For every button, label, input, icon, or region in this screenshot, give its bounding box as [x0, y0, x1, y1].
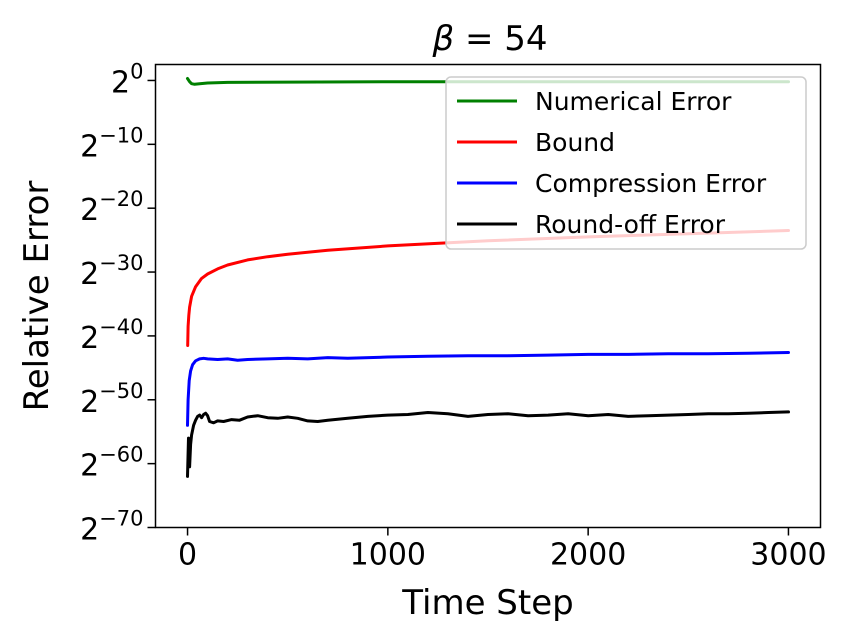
series-line-3: [186, 410, 790, 478]
y-axis: 20 2−10 2−20 2−30 2−40 2−50 2−60 2−70: [80, 59, 156, 548]
chart-title: β = 54: [431, 19, 547, 59]
y-tick-label: 20: [111, 59, 143, 100]
legend-label-1: Bound: [535, 128, 615, 157]
y-tick-label: 2−30: [80, 251, 143, 292]
y-tick-label: 2−10: [80, 123, 143, 164]
x-axis: 0 1000 2000 3000: [178, 527, 827, 573]
y-axis-label: Relative Error: [17, 181, 57, 412]
x-axis-label: Time Step: [401, 583, 573, 623]
legend-label-2: Compression Error: [535, 169, 767, 198]
x-tick-label: 3000: [750, 538, 826, 573]
x-tick-label: 1000: [350, 538, 426, 573]
legend-label-3: Round-off Error: [535, 210, 726, 239]
legend-label-0: Numerical Error: [535, 87, 732, 116]
x-tick-label: 0: [178, 538, 197, 573]
y-tick-label: 2−40: [80, 315, 143, 356]
series-line-2: [186, 351, 790, 427]
legend-box: [445, 76, 807, 250]
y-tick-label: 2−50: [80, 379, 143, 420]
y-tick-label: 2−60: [80, 443, 143, 484]
y-tick-label: 2−20: [80, 187, 143, 228]
title-symbol: β: [431, 19, 454, 59]
plot-frame: [154, 63, 822, 529]
title-value: = 54: [454, 19, 547, 59]
x-tick-label: 2000: [550, 538, 626, 573]
y-tick-label: 2−70: [80, 507, 143, 548]
legend: Numerical Error Bound Compression Error Rou…: [445, 76, 807, 250]
